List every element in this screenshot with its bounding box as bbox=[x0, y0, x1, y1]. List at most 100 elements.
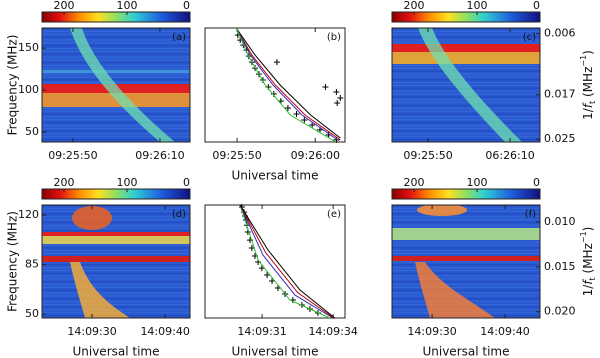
noise bbox=[392, 275, 540, 277]
streak bbox=[70, 28, 175, 142]
y2-tick-label: 0.020 bbox=[544, 305, 576, 318]
noise bbox=[42, 210, 190, 212]
noise bbox=[392, 136, 540, 138]
noise bbox=[42, 47, 190, 49]
noise bbox=[392, 122, 540, 124]
colorbar-tick-label: 0 bbox=[183, 176, 190, 189]
streak bbox=[415, 262, 495, 318]
noise bbox=[392, 130, 540, 132]
fit-curve bbox=[239, 204, 336, 319]
noise bbox=[42, 295, 190, 297]
noise bbox=[392, 113, 540, 115]
noise bbox=[392, 289, 540, 291]
noise bbox=[392, 267, 540, 269]
y2-tick-label: 0.015 bbox=[544, 260, 576, 273]
noise bbox=[392, 133, 540, 135]
x-tick-label: 14:09:34 bbox=[308, 325, 357, 338]
noise bbox=[42, 244, 190, 246]
blob bbox=[417, 205, 467, 216]
plus-marker bbox=[337, 94, 344, 101]
y-axis-label: Frequency (MHz) bbox=[6, 35, 20, 136]
colorbar bbox=[391, 188, 541, 200]
y-axis-label: Frequency (MHz) bbox=[6, 211, 20, 312]
colorbar bbox=[41, 11, 191, 23]
y2-axis-label-part: t bbox=[588, 101, 597, 104]
noise bbox=[42, 213, 190, 215]
noise bbox=[42, 36, 190, 38]
x-tick-label: 09:26:10 bbox=[135, 149, 184, 162]
noise bbox=[42, 56, 190, 58]
x-tick-label: 09:25:50 bbox=[212, 149, 261, 162]
colorbar-tick-label: 0 bbox=[533, 176, 540, 189]
x-tick-label: 14:09:30 bbox=[407, 325, 456, 338]
noise bbox=[392, 107, 540, 109]
noise bbox=[42, 298, 190, 300]
noise bbox=[392, 250, 540, 252]
noise bbox=[42, 45, 190, 47]
noise bbox=[392, 124, 540, 126]
noise bbox=[42, 301, 190, 303]
x-tick-label: 14:09:40 bbox=[140, 325, 189, 338]
colorbar bbox=[41, 188, 191, 200]
noise bbox=[392, 110, 540, 112]
y2-axis-label-part: f bbox=[581, 102, 595, 108]
noise bbox=[42, 122, 190, 124]
y2-axis-label: 1/ft (MHz−1) bbox=[579, 50, 597, 120]
noise bbox=[392, 36, 540, 38]
colorbar-tick-label: 200 bbox=[404, 0, 425, 12]
colorbar-tick-label: 200 bbox=[54, 0, 75, 12]
noise bbox=[42, 65, 190, 67]
noise bbox=[392, 253, 540, 255]
noise bbox=[392, 278, 540, 280]
band bbox=[42, 256, 190, 262]
y2-axis-label-part: (MHz bbox=[581, 67, 595, 101]
band bbox=[392, 44, 540, 52]
y2-axis-label-part: 1/ bbox=[581, 107, 595, 120]
y2-axis-label-part: (MHz bbox=[581, 243, 595, 277]
noise bbox=[42, 253, 190, 255]
colorbar-tick-label: 200 bbox=[404, 176, 425, 189]
noise bbox=[42, 113, 190, 115]
x-axis-label: Universal time bbox=[231, 169, 318, 183]
noise bbox=[42, 124, 190, 126]
y2-axis-label-part: ) bbox=[581, 50, 595, 55]
noise bbox=[42, 53, 190, 55]
spectrogram bbox=[42, 205, 190, 318]
noise bbox=[42, 82, 190, 84]
colorbar-tick-label: 0 bbox=[533, 0, 540, 12]
plus-marker bbox=[273, 59, 280, 66]
noise bbox=[392, 99, 540, 101]
plus-marker bbox=[334, 100, 341, 107]
band bbox=[42, 232, 190, 236]
x-tick-label: 14:09:30 bbox=[67, 325, 116, 338]
noise bbox=[42, 73, 190, 75]
noise bbox=[392, 221, 540, 223]
noise bbox=[42, 79, 190, 81]
noise bbox=[42, 281, 190, 283]
noise bbox=[392, 286, 540, 288]
noise bbox=[392, 213, 540, 215]
x-tick-label: 06:26:10 bbox=[485, 149, 534, 162]
noise bbox=[392, 241, 540, 243]
colorbar bbox=[391, 11, 541, 23]
y2-tick-label: 0.010 bbox=[544, 215, 576, 228]
noise bbox=[392, 65, 540, 67]
spectrogram bbox=[392, 28, 540, 142]
noise bbox=[42, 136, 190, 138]
x-axis-label: Universal time bbox=[422, 345, 509, 358]
noise bbox=[42, 278, 190, 280]
noise bbox=[42, 127, 190, 129]
noise bbox=[42, 250, 190, 252]
noise bbox=[392, 269, 540, 271]
fit-curve bbox=[239, 204, 334, 319]
plus-marker bbox=[309, 121, 316, 128]
y-tick-label: 50 bbox=[25, 125, 39, 138]
noise bbox=[42, 267, 190, 269]
streak bbox=[418, 28, 522, 142]
panel-label: (b) bbox=[327, 32, 341, 43]
spectrogram bbox=[42, 28, 190, 142]
y-tick-label: 150 bbox=[18, 41, 39, 54]
fit-curve bbox=[239, 204, 331, 319]
